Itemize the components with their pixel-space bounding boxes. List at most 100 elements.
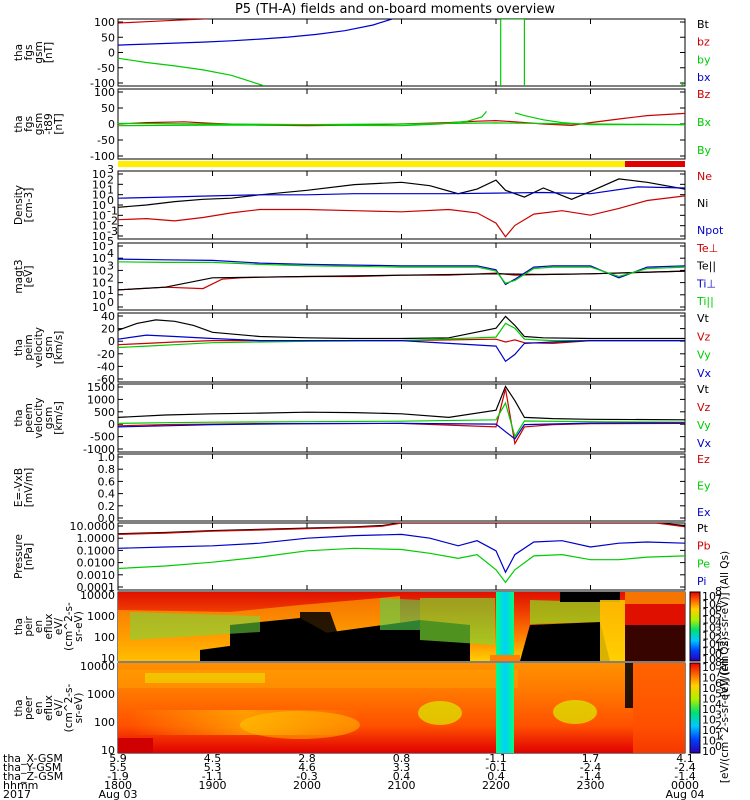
y-axis-label-line: gsm bbox=[33, 113, 45, 135]
legend-entry-Ne: Ne bbox=[697, 170, 712, 183]
y-tick-label: -20 bbox=[97, 348, 115, 361]
y-axis-label-line: peim bbox=[23, 334, 35, 360]
y-axis-label-line: eflux bbox=[43, 695, 55, 721]
y-tick-label: 10000 bbox=[80, 660, 115, 673]
y-axis-label-line: Pressure bbox=[13, 534, 25, 579]
y-tick-label: 100 bbox=[94, 716, 115, 729]
y-axis-label-line: tha bbox=[13, 44, 25, 61]
panel-frame bbox=[117, 18, 686, 87]
colorbar-tick-exponent: 0 bbox=[715, 740, 722, 753]
y-tick-label: -100 bbox=[90, 150, 115, 163]
figure-title: P5 (TH-A) fields and on-board moments ov… bbox=[235, 2, 555, 17]
y-axis-label-line: tha bbox=[13, 115, 25, 132]
y-tick-exponent: 4 bbox=[107, 247, 114, 260]
series-line-bz bbox=[118, 19, 212, 24]
time-axis-value: 1.7 bbox=[582, 752, 600, 765]
y-axis-label-line: sr-eV) bbox=[73, 611, 85, 642]
colorbar-tick-labels: 10 810 710 610 510 410 310 210 110 010 810 710 610 51… bbox=[702, 585, 722, 758]
y-tick-label: 100 bbox=[94, 631, 115, 644]
y-tick-label: -1000 bbox=[83, 443, 115, 456]
y-axis-label-line: E=-VxB bbox=[13, 468, 25, 507]
y-tick-label: 500 bbox=[94, 406, 115, 419]
y-axis-label-line: magt3 bbox=[13, 259, 25, 293]
panel-E=-VxB: 1.00.80.60.40.20.0 E=-VxB[mV/m] Ez Ey Ex bbox=[13, 451, 711, 525]
time-axis-value: -1.1 bbox=[485, 752, 506, 765]
colorbar-tick-exponent: 0 bbox=[715, 648, 722, 661]
time-axis-value: -0.3 bbox=[296, 770, 317, 783]
y-axis-label-line: sr-eV) bbox=[73, 693, 85, 724]
colorbar-tick-label: 10 bbox=[702, 614, 716, 627]
y-tick-label: 1.0 bbox=[98, 451, 116, 464]
time-axis-value: -1.4 bbox=[580, 770, 601, 783]
y-axis-label-line: [nPa] bbox=[23, 543, 35, 570]
time-axis-value: 2200 bbox=[482, 779, 510, 792]
y-axis-label-line: eV/ bbox=[53, 699, 65, 717]
legend-entry-Bt: Bt bbox=[697, 18, 710, 31]
legend-entry-Te⊥: Te⊥ bbox=[696, 242, 718, 255]
y-tick-label: 0.0001 bbox=[77, 581, 116, 594]
series-line-Vt bbox=[118, 385, 685, 421]
legend-entry-Vt: Vt bbox=[697, 383, 710, 396]
y-tick-label: 1000 bbox=[87, 688, 115, 701]
y-tick-exponent: 3 bbox=[107, 163, 114, 176]
time-axis-value: 5.9 bbox=[109, 752, 127, 765]
y-tick-exponent: -2 bbox=[107, 215, 118, 228]
y-tick-label: -500 bbox=[90, 431, 115, 444]
y-tick-label: 10 bbox=[92, 252, 106, 265]
y-axis-label: Density[cm-3] bbox=[13, 185, 35, 225]
y-axis-label-line: tha bbox=[13, 699, 25, 716]
y-tick-label: 0.1000 bbox=[77, 544, 116, 557]
series-line-Pb bbox=[118, 523, 685, 535]
legend-entry-by: by bbox=[697, 53, 711, 66]
legend-entry-Pt: Pt bbox=[697, 522, 709, 535]
time-axis-value: 0000 bbox=[671, 779, 699, 792]
y-tick-label: 100 bbox=[94, 86, 115, 99]
y-axis-label-line: peir bbox=[23, 616, 35, 637]
colorbar-tick-exponent: 4 bbox=[715, 617, 722, 630]
colorbar-tick-exponent: 5 bbox=[715, 609, 722, 622]
y-axis-label-line: -t89 bbox=[43, 113, 55, 134]
y-tick-label: -100 bbox=[90, 77, 115, 90]
colorbar-tick-label: 10 bbox=[702, 645, 716, 658]
y-axis-label-line: velocity bbox=[33, 327, 45, 368]
colorbar-tick-label: 10 bbox=[702, 735, 716, 748]
colorbar-tick-exponent: 1 bbox=[715, 730, 722, 743]
legend-entry-Npot: Npot bbox=[697, 224, 724, 237]
y-tick-exponent: 3 bbox=[107, 259, 114, 272]
y-tick-label: 0 bbox=[108, 418, 115, 431]
y-axis-label-line: [eV] bbox=[23, 266, 35, 288]
legend-entry-Pe: Pe bbox=[697, 557, 710, 570]
time-axis-value: 4.1 bbox=[676, 752, 694, 765]
time-axis-value: 5.3 bbox=[204, 761, 222, 774]
time-axis-value: 2.8 bbox=[298, 752, 316, 765]
colorbar-tick-label: 10 bbox=[702, 703, 716, 716]
y-tick-label: 0 bbox=[108, 118, 115, 131]
series-line-Vz bbox=[118, 388, 685, 446]
legend-entry-Vt: Vt bbox=[697, 312, 710, 325]
time-axis-row-label: tha_Z-GSM bbox=[3, 770, 63, 783]
legend-entry-Vy: Vy bbox=[697, 349, 711, 362]
y-tick-label: 0.2 bbox=[98, 500, 116, 513]
y-tick-label: 0.4 bbox=[98, 488, 116, 501]
legend-entry-Pb: Pb bbox=[697, 540, 711, 553]
colorbar-tick-label: 10 bbox=[702, 629, 716, 642]
y-tick-label: 100 bbox=[94, 16, 115, 29]
panel-frame bbox=[117, 242, 686, 311]
time-axis-value: -1.1 bbox=[202, 770, 223, 783]
series-line-Ne bbox=[118, 195, 685, 238]
colorbar-tick-label: 10 bbox=[702, 653, 716, 666]
y-tick-label: 10000 bbox=[80, 589, 115, 602]
time-axis-value: 5.5 bbox=[109, 761, 127, 774]
legend-entry-Ni: Ni bbox=[697, 197, 708, 210]
series-line-Pe bbox=[118, 547, 685, 584]
colorbar-tick-exponent: 2 bbox=[715, 632, 722, 645]
electron-colorbar bbox=[689, 662, 701, 754]
y-axis-label-line: tha bbox=[13, 618, 25, 635]
time-axis-value: Aug 03 bbox=[99, 788, 138, 800]
